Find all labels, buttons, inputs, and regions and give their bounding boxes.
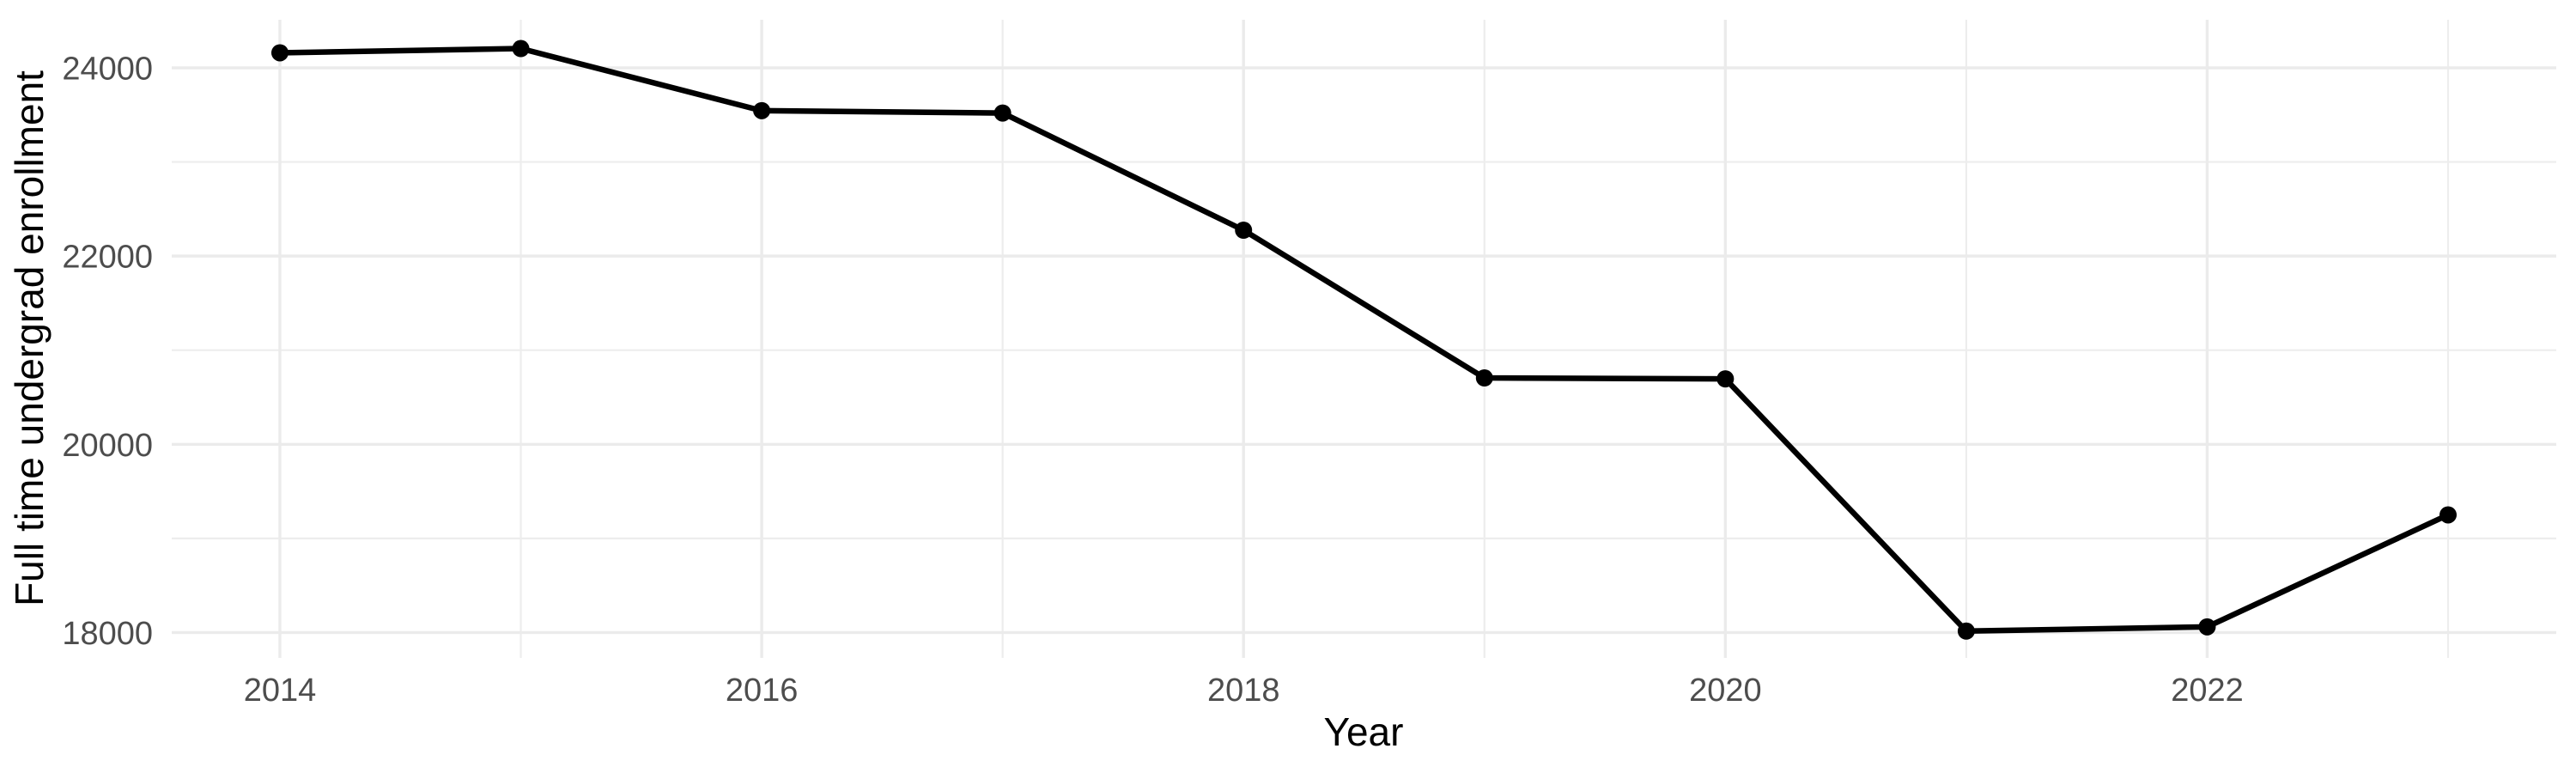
data-point-2021: [1957, 622, 1975, 640]
data-point-2020: [1716, 370, 1735, 388]
grid-minor-layer: [172, 20, 2556, 658]
data-point-2017: [993, 104, 1012, 122]
x-axis-title: Year: [1324, 709, 1404, 754]
y-axis-tick-labels: 18000 20000 22000 24000: [62, 51, 153, 651]
data-points-layer: [270, 40, 2458, 640]
y-axis-title: Full time undergrad enrollment: [7, 70, 52, 606]
y-tick-label-20000: 20000: [62, 428, 153, 464]
data-point-2016: [753, 101, 771, 119]
data-point-2014: [270, 44, 289, 62]
enrollment-trend-line: [279, 46, 2450, 635]
x-tick-label-2020: 2020: [1689, 673, 1762, 709]
data-point-2022: [2198, 618, 2216, 636]
y-tick-label-22000: 22000: [62, 240, 153, 276]
x-axis-tick-labels: 2014 2016 2018 2020 2022: [244, 673, 2244, 709]
data-point-2023: [2439, 506, 2458, 524]
data-point-2018: [1235, 222, 1253, 240]
x-tick-label-2014: 2014: [244, 673, 317, 709]
x-tick-label-2016: 2016: [726, 673, 799, 709]
y-tick-label-24000: 24000: [62, 51, 153, 87]
grid-major-layer: [172, 20, 2556, 658]
x-tick-label-2022: 2022: [2171, 673, 2244, 709]
data-point-2015: [512, 40, 530, 58]
x-tick-label-2018: 2018: [1207, 673, 1280, 709]
y-tick-label-18000: 18000: [62, 616, 153, 652]
data-point-2019: [1475, 369, 1493, 387]
series-line-layer: [279, 46, 2450, 635]
